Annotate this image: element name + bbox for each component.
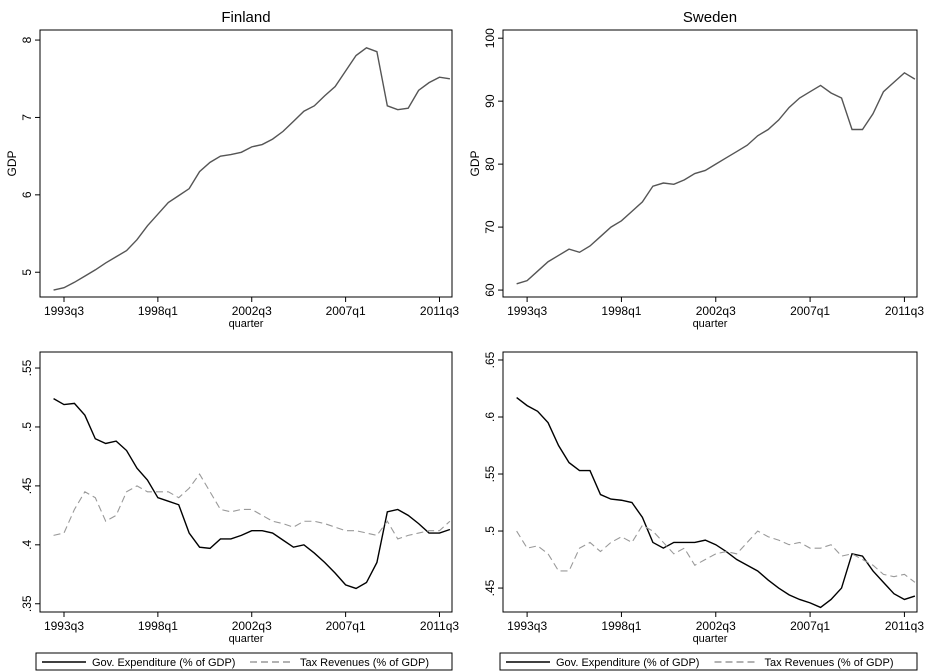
y-tick-label: 60 <box>483 283 497 297</box>
y-tick-label: 5 <box>20 269 34 276</box>
x-tick-label: 2007q1 <box>790 619 830 633</box>
panel-title: Finland <box>221 9 270 26</box>
x-tick-label: 1998q1 <box>601 304 641 318</box>
y-tick-label: 100 <box>483 28 497 48</box>
x-tick-label: 1993q3 <box>44 304 84 318</box>
y-tick-label: .4 <box>20 539 34 549</box>
y-tick-label: .6 <box>483 412 497 422</box>
series-line <box>516 524 916 583</box>
panel: Sweden GDP quarter 60 70 80 90 100 1993q3 1998q1 2… <box>468 9 924 330</box>
y-tick-label: 6 <box>20 191 34 198</box>
x-tick-label: 2011q3 <box>885 304 924 318</box>
plot-area <box>39 351 453 613</box>
y-tick-label: .55 <box>20 359 34 376</box>
x-tick-label: 2002q3 <box>696 619 736 633</box>
series-line <box>516 71 916 285</box>
x-tick-label: 2002q3 <box>696 304 736 318</box>
series-line <box>516 397 916 609</box>
legend-box <box>35 652 453 671</box>
y-tick-label: .45 <box>483 579 497 596</box>
series-line <box>53 473 451 540</box>
plot-area <box>502 29 918 298</box>
series-line <box>53 47 451 291</box>
legend-label: Gov. Expenditure (% of GDP) <box>556 657 699 669</box>
series-line <box>53 398 451 590</box>
x-axis-label: quarter <box>693 318 728 330</box>
y-tick-label: .65 <box>483 351 497 368</box>
x-tick-label: 1998q1 <box>138 619 178 633</box>
plot-area <box>39 29 453 298</box>
legend-label: Tax Revenues (% of GDP) <box>300 657 429 669</box>
panel: Finland GDP quarter 5 6 7 8 1993q3 1998q1 2002q3 2… <box>5 9 459 330</box>
y-tick-label: .35 <box>20 595 34 612</box>
y-axis-label: GDP <box>468 150 482 176</box>
x-tick-label: 1993q3 <box>507 304 547 318</box>
x-tick-label: 2007q1 <box>790 304 830 318</box>
legend-label: Tax Revenues (% of GDP) <box>765 657 894 669</box>
x-axis-label: quarter <box>229 633 264 645</box>
x-tick-label: 1993q3 <box>44 619 84 633</box>
x-axis-label: quarter <box>229 318 264 330</box>
y-tick-label: 8 <box>20 36 34 43</box>
x-tick-label: 1998q1 <box>138 304 178 318</box>
legend-box <box>499 652 918 671</box>
plot-area <box>502 351 918 613</box>
x-tick-label: 2007q1 <box>326 304 366 318</box>
y-tick-label: .55 <box>483 465 497 482</box>
panel: quarter .45 .5 .55 .6 .65 1993q3 1998q1 2002q3 20… <box>483 351 924 671</box>
y-tick-label: 7 <box>20 114 34 121</box>
y-tick-label: .5 <box>20 422 34 432</box>
x-tick-label: 2007q1 <box>326 619 366 633</box>
x-tick-label: 2011q3 <box>420 304 459 318</box>
legend-label: Gov. Expenditure (% of GDP) <box>92 657 235 669</box>
panel: quarter .35 .4 .45 .5 .55 1993q3 1998q1 2002q3 20… <box>20 351 459 671</box>
x-tick-label: 2002q3 <box>232 619 272 633</box>
y-tick-label: 70 <box>483 220 497 234</box>
y-tick-label: 80 <box>483 157 497 171</box>
y-tick-label: .5 <box>483 526 497 536</box>
y-tick-label: 90 <box>483 94 497 108</box>
x-tick-label: 1993q3 <box>507 619 547 633</box>
x-tick-label: 2011q3 <box>885 619 924 633</box>
y-tick-label: .45 <box>20 477 34 494</box>
y-axis-label: GDP <box>5 150 19 176</box>
panel-title: Sweden <box>683 9 737 26</box>
x-tick-label: 2011q3 <box>420 619 459 633</box>
x-axis-label: quarter <box>693 633 728 645</box>
x-tick-label: 1998q1 <box>601 619 641 633</box>
x-tick-label: 2002q3 <box>232 304 272 318</box>
